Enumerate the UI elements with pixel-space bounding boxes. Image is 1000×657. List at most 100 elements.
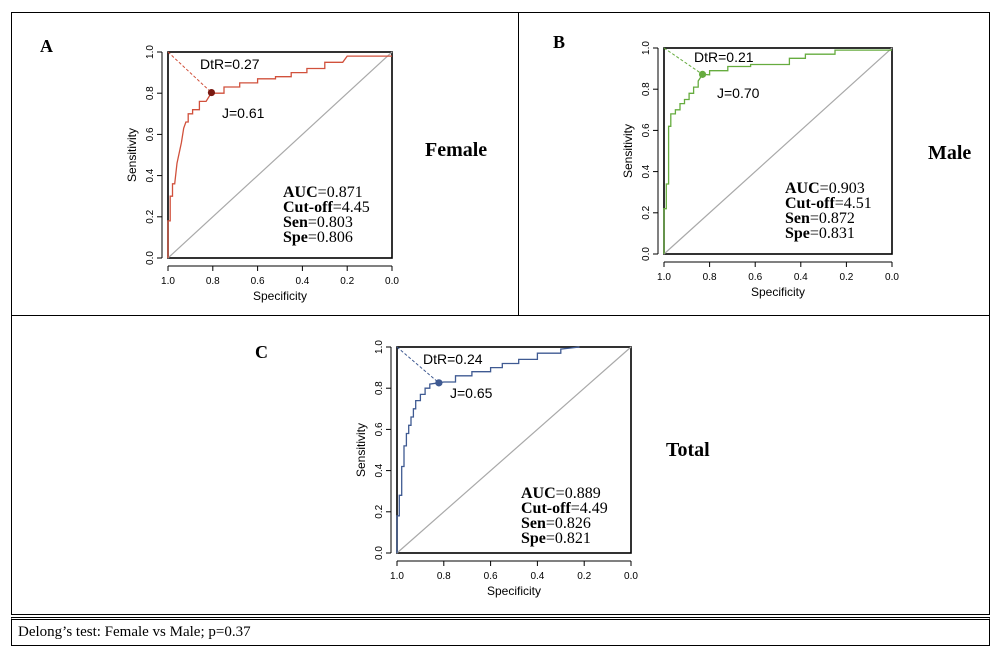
stat-spe: Spe=0.821 (521, 530, 591, 547)
y-axis-title: Sensitivity (125, 128, 139, 182)
y-tick-label: 0.4 (145, 168, 156, 182)
y-axis-title: Sensitivity (354, 423, 368, 477)
cutoff-point (435, 379, 443, 387)
stat-key: AUC (283, 184, 318, 201)
roc-chart-c: C Total 0.0 0.2 0.4 0.6 0.8 1.0 1.0 0.8 0.6 0.4 0.2 0… (255, 340, 710, 598)
x-tick-label: 0.6 (748, 272, 762, 283)
stat-value: =0.889 (556, 485, 601, 502)
x-tick-label: 0.6 (251, 276, 265, 287)
y-tick-label: 0.8 (145, 86, 156, 100)
stat-value: =0.806 (308, 229, 353, 246)
group-label: Female (425, 139, 487, 161)
stat-value: =4.45 (333, 199, 370, 216)
stat-key: Spe (521, 530, 546, 547)
x-tick-label: 0.4 (530, 571, 544, 582)
x-tick-label: 0.0 (385, 276, 399, 287)
y-tick-label: 0.8 (641, 82, 652, 96)
stat-spe: Spe=0.806 (283, 229, 353, 246)
stat-key: Sen (521, 515, 546, 532)
y-tick-label: 0.8 (374, 381, 385, 395)
y-axis-title: Sensitivity (621, 124, 635, 178)
stat-key: Spe (785, 225, 810, 242)
y-tick-label: 1.0 (641, 41, 652, 55)
y-tick-label: 0.4 (641, 164, 652, 178)
y-tick-label: 0.6 (145, 127, 156, 141)
x-tick-label: 0.2 (577, 571, 591, 582)
panel-divider-vertical (518, 12, 519, 315)
y-tick-label: 0.2 (374, 504, 385, 518)
delong-test-footer: Delong’s test: Female vs Male; p=0.37 (11, 617, 990, 646)
stat-value: =4.49 (571, 500, 608, 517)
stat-auc: AUC=0.889 (521, 485, 601, 502)
y-tick-label: 1.0 (145, 45, 156, 59)
stat-cut-off: Cut-off=4.49 (521, 500, 608, 517)
panel-label: B (553, 32, 565, 52)
y-tick-label: 0.2 (641, 205, 652, 219)
y-tick-label: 0.6 (641, 123, 652, 137)
chance-diagonal (663, 47, 893, 255)
x-tick-label: 1.0 (657, 272, 671, 283)
stat-key: AUC (785, 180, 820, 197)
figure-frame (11, 12, 990, 615)
y-tick-label: 0.2 (145, 209, 156, 223)
dtr-line (396, 346, 440, 384)
chance-diagonal (167, 51, 393, 259)
x-tick-label: 0.2 (839, 272, 853, 283)
stat-value: =0.831 (810, 225, 855, 242)
plot-box (396, 346, 632, 554)
x-tick-label: 0.4 (794, 272, 808, 283)
group-label: Total (666, 439, 710, 461)
stat-key: Spe (283, 229, 308, 246)
youden-j-label: J=0.61 (222, 105, 265, 121)
y-tick-label: 0.6 (374, 422, 385, 436)
stat-key: Cut-off (283, 199, 333, 216)
cutoff-point (698, 70, 707, 78)
y-tick-label: 0.0 (374, 546, 385, 560)
stat-sen: Sen=0.803 (283, 214, 353, 231)
panel-label: A (40, 36, 53, 56)
stat-value: =0.826 (546, 515, 591, 532)
y-tick-label: 0.0 (145, 251, 156, 265)
stat-cut-off: Cut-off=4.51 (785, 195, 872, 212)
stat-key: Cut-off (521, 500, 571, 517)
stat-value: =4.51 (835, 195, 872, 212)
y-tick-label: 0.0 (641, 247, 652, 261)
cutoff-point (207, 88, 216, 97)
stat-key: AUC (521, 485, 556, 502)
stat-key: Sen (283, 214, 308, 231)
stat-spe: Spe=0.831 (785, 225, 855, 242)
x-tick-label: 0.0 (885, 272, 899, 283)
panel-divider-horizontal (11, 315, 990, 316)
stat-cut-off: Cut-off=4.45 (283, 199, 370, 216)
stat-auc: AUC=0.871 (283, 184, 363, 201)
x-tick-label: 0.4 (295, 276, 309, 287)
plot-box (167, 51, 393, 259)
roc-curve (663, 49, 892, 254)
x-tick-label: 0.8 (703, 272, 717, 283)
roc-chart-b: B Male 0.0 0.2 0.4 0.6 0.8 1.0 1.0 0.8 0.6 0.4 0.2 0.… (553, 32, 971, 299)
dtr-label: DtR=0.27 (200, 56, 260, 72)
x-tick-label: 0.6 (484, 571, 498, 582)
x-tick-label: 1.0 (161, 276, 175, 287)
stat-sen: Sen=0.872 (785, 210, 855, 227)
stat-value: =0.872 (810, 210, 855, 227)
x-tick-label: 1.0 (390, 571, 404, 582)
y-tick-label: 0.4 (374, 463, 385, 477)
dtr-line (663, 47, 703, 75)
dtr-label: DtR=0.24 (423, 351, 483, 367)
stat-value: =0.821 (546, 530, 591, 547)
stat-value: =0.903 (820, 180, 865, 197)
group-label: Male (928, 142, 971, 164)
x-tick-label: 0.8 (437, 571, 451, 582)
stat-auc: AUC=0.903 (785, 180, 865, 197)
youden-j-label: J=0.70 (717, 85, 760, 101)
stat-sen: Sen=0.826 (521, 515, 591, 532)
y-tick-label: 1.0 (374, 340, 385, 354)
plot-box (663, 47, 893, 255)
roc-chart-a: A Female 0.0 0.2 0.4 0.6 0.8 1.0 1.0 0.8 0.6 0.4 0.2… (40, 36, 487, 303)
stat-key: Cut-off (785, 195, 835, 212)
x-axis-title: Specificity (751, 285, 805, 299)
x-tick-label: 0.0 (624, 571, 638, 582)
stat-value: =0.871 (318, 184, 363, 201)
